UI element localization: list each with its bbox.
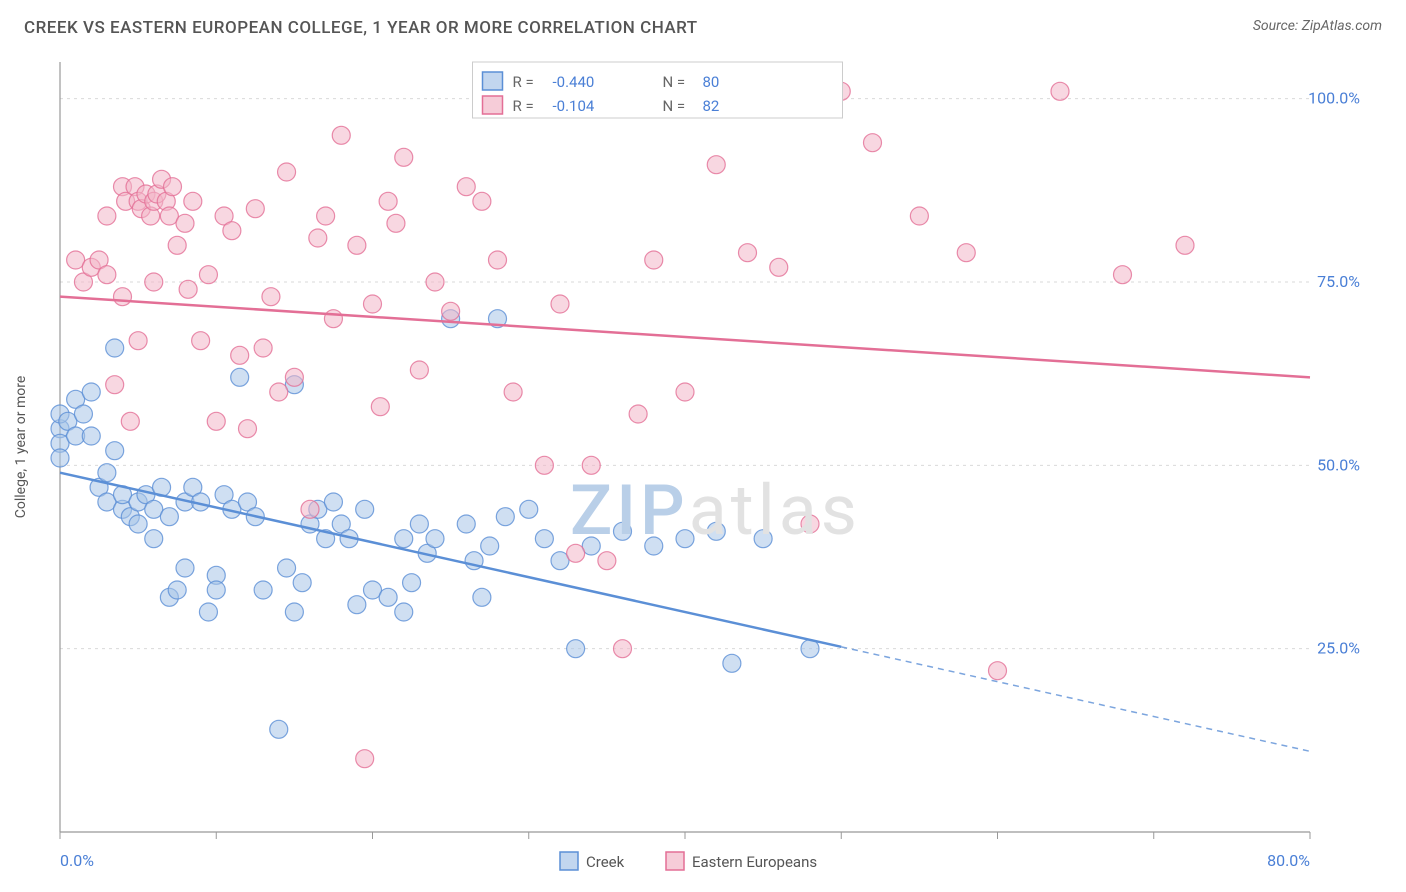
legend-label-eastern: Eastern Europeans: [692, 853, 817, 871]
series-creek: [51, 310, 819, 739]
y-tick-label: 25.0%: [1317, 639, 1360, 658]
svg-text:R =: R =: [513, 73, 534, 91]
n-value-creek: 80: [703, 73, 720, 91]
source-credit: Source: ZipAtlas.com: [1253, 18, 1382, 34]
series-legend: Creek Eastern Europeans: [560, 852, 817, 871]
y-tick-label: 100.0%: [1308, 89, 1360, 108]
y-axis-label: College, 1 year or more: [13, 376, 29, 518]
svg-text:N =: N =: [663, 97, 686, 115]
svg-text:N =: N =: [663, 73, 686, 91]
x-tick-label: 80.0%: [1267, 851, 1310, 870]
y-tick-label: 50.0%: [1317, 455, 1360, 474]
y-tick-label: 75.0%: [1317, 272, 1360, 291]
series-eastern: [67, 82, 1194, 767]
chart-container: 25.0% 50.0% 75.0% 100.0% 0.0% 80.0% College, 1…: [0, 50, 1406, 892]
r-value-eastern: -0.104: [553, 97, 595, 115]
r-value-creek: -0.440: [553, 73, 595, 91]
x-tick-label: 0.0%: [60, 851, 94, 870]
n-value-eastern: 82: [703, 97, 720, 115]
chart-title: CREEK VS EASTERN EUROPEAN COLLEGE, 1 YEA…: [24, 18, 698, 38]
correlation-legend: R = -0.440 N = 80 R = -0.104 N = 82: [473, 62, 843, 118]
correlation-scatter-chart: 25.0% 50.0% 75.0% 100.0% 0.0% 80.0% College, 1…: [0, 50, 1406, 892]
svg-text:R =: R =: [513, 97, 534, 115]
legend-label-creek: Creek: [586, 853, 625, 871]
